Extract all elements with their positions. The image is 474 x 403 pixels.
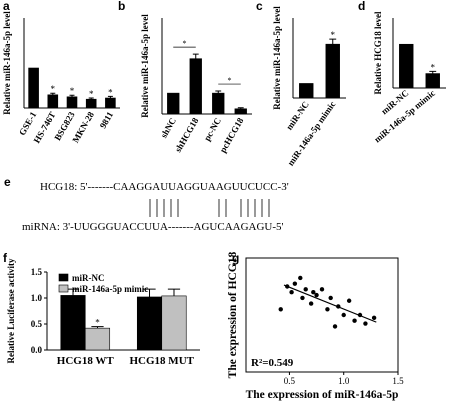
y-axis-title: Relative miR-146a-5p level [140,14,150,118]
significance: * [183,39,187,48]
bar [105,97,116,109]
error-bar [329,38,337,45]
y-axis-title: Relative miR-146a-5p level [2,11,12,115]
y-tick-label: 0.5 [31,319,43,329]
bar [167,92,180,115]
significance: * [228,76,232,85]
sequence-row: HCG18: 5'-------CAAGGAUUAGGUAAGUUCUCC-3' [40,181,289,193]
bar [325,43,340,99]
y-tick-label: 1.5 [31,267,43,277]
x-tick-label: 1.5 [392,376,404,386]
point [298,275,303,281]
panel-letter: c [256,0,263,13]
legend-swatch [58,273,69,282]
point [303,287,308,292]
point [332,324,338,329]
y-axis-title: Relative HCG18 level [373,11,383,94]
bar [85,98,97,109]
significance: * [331,30,336,40]
plot-frame [245,257,399,373]
bar [60,295,86,351]
y-axis-title: The expression of HCG18 [227,251,239,378]
significance: * [95,318,100,328]
x-tick-label: 9811 [98,110,116,131]
significance: * [51,84,56,94]
error-bar [192,53,199,59]
error-bar [66,288,80,296]
point [352,318,357,323]
point [319,287,325,292]
point [292,281,298,286]
bar [161,295,187,351]
error-bar [429,70,437,74]
panel-letter: e [4,175,11,189]
legend-label: miR-146a-5p mimic [72,284,148,294]
point [328,295,333,301]
point [325,307,330,312]
error-bar [215,90,222,94]
y-tick-label: 0.0 [31,345,43,355]
bar [47,94,59,109]
error-bar [91,326,104,329]
x-axis-title: The expression of miR-146a-5p [246,389,399,401]
bar [234,108,247,115]
x-tick-label: shNC [159,116,178,140]
point [341,312,346,318]
bar [28,67,39,109]
panel-letter: f [3,251,8,265]
x-tick-label: 0.5 [284,376,296,386]
point [278,307,283,312]
x-tick-label: HCG18 WT [57,355,115,367]
panel-letter: a [3,0,10,13]
bar [84,327,111,351]
error-bar [167,288,181,296]
x-tick-label: pc-NC [202,116,223,143]
trendline [283,284,377,323]
bar [136,296,163,351]
error-bar [88,97,94,100]
point [300,295,305,301]
significance: * [431,62,436,72]
annotation: R²=0.549 [251,357,294,369]
x-tick-label: 1.0 [338,376,350,386]
bar [425,73,440,89]
sequence-row: miRNA: 3'-UUGGGUACCUUA-------AGUCAAGAGU-… [22,221,284,233]
x-tick-label: miR-146a-5p mimic [285,99,337,167]
point [371,315,377,321]
bar [299,83,314,99]
y-axis-title: Relative miR-146a-5p level [272,6,282,110]
y-axis-title: Relative Luciferase activity [6,258,16,363]
legend-label: miR-NC [72,273,105,283]
error-bar [107,95,113,98]
bar [212,92,225,115]
bar [399,43,414,89]
point [363,321,368,326]
significance: * [70,86,75,96]
error-bar [237,107,244,109]
bar [189,58,202,115]
point [308,301,314,306]
panel-letter: b [118,0,125,13]
significance: * [89,89,94,99]
point [311,290,316,295]
x-tick-label: HCG18 MUT [130,355,195,367]
legend-swatch [58,284,69,293]
point [314,292,319,298]
panel-letter: g [232,251,239,265]
significance: * [108,87,113,97]
x-tick-label: miR-NC [284,99,311,131]
point [346,298,352,303]
error-bar [50,92,56,95]
error-bar [69,94,75,97]
bar [66,96,78,109]
error-bar [143,288,156,297]
point [289,290,294,295]
y-tick-label: 1.0 [31,293,43,303]
panel-letter: d [358,0,365,13]
